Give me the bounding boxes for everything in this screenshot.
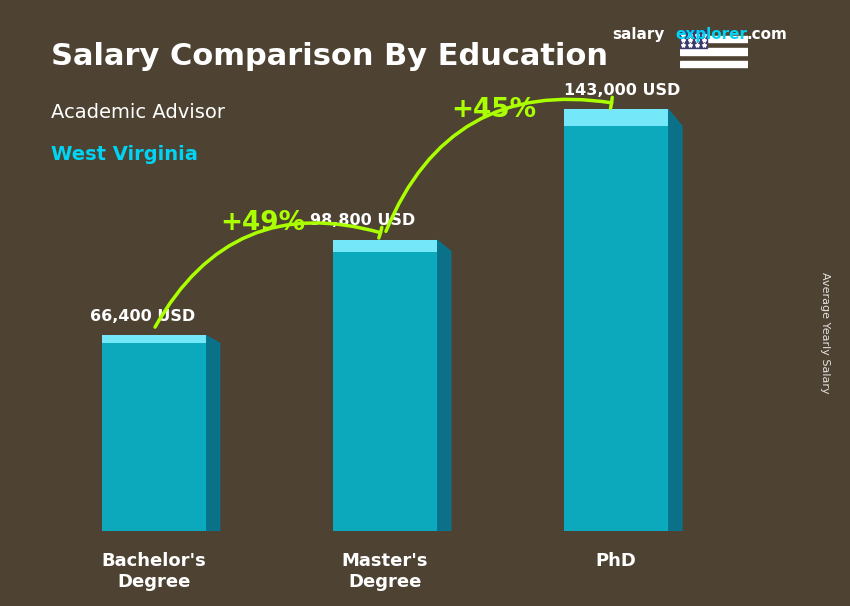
Text: salary: salary <box>612 27 665 42</box>
FancyBboxPatch shape <box>102 336 206 343</box>
Text: West Virginia: West Virginia <box>51 145 198 164</box>
Text: Average Yearly Salary: Average Yearly Salary <box>819 273 830 394</box>
Text: 66,400 USD: 66,400 USD <box>90 308 196 324</box>
FancyBboxPatch shape <box>333 240 437 531</box>
Text: +49%: +49% <box>220 210 305 236</box>
FancyBboxPatch shape <box>564 110 668 126</box>
Bar <box>680 61 748 67</box>
Text: Salary Comparison By Education: Salary Comparison By Education <box>51 42 608 72</box>
Text: +45%: +45% <box>451 97 536 123</box>
Polygon shape <box>668 110 682 531</box>
Polygon shape <box>437 240 451 531</box>
Bar <box>680 48 748 55</box>
Bar <box>680 30 707 48</box>
FancyBboxPatch shape <box>564 110 668 531</box>
Bar <box>680 36 748 42</box>
Text: Academic Advisor: Academic Advisor <box>51 103 225 122</box>
Polygon shape <box>206 336 219 531</box>
Text: 143,000 USD: 143,000 USD <box>564 82 680 98</box>
FancyBboxPatch shape <box>102 336 206 531</box>
FancyBboxPatch shape <box>333 240 437 251</box>
Text: .com: .com <box>746 27 787 42</box>
Text: explorer: explorer <box>676 27 748 42</box>
Text: 98,800 USD: 98,800 USD <box>309 213 415 228</box>
